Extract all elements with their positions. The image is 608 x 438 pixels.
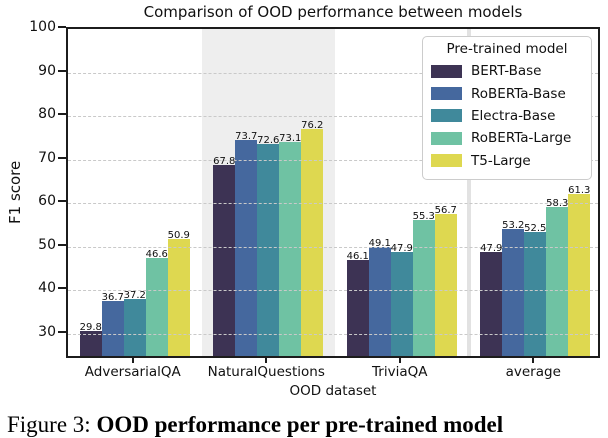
y-tick-mark (58, 200, 66, 203)
y-tick-mark (58, 26, 66, 28)
x-tick-label-triviaqa: TriviaQA (372, 364, 428, 380)
bar-t5-large-triviaqa (434, 213, 457, 356)
y-tick-label: 40 (38, 280, 56, 297)
legend-entry-bert-base: BERT-Base (431, 60, 583, 82)
legend-swatch-icon (431, 154, 462, 168)
x-axis-label: OOD dataset (289, 383, 377, 399)
legend-entry-label: RoBERTa-Base (471, 85, 566, 102)
y-tick-label: 90 (38, 62, 56, 79)
bar-value-label: 50.9 (167, 229, 190, 241)
y-tick-mark (58, 330, 66, 333)
bar-value-label: 36.7 (101, 291, 124, 303)
figure-caption-prefix: Figure 3: (7, 412, 91, 437)
bar-value-label: 55.3 (412, 210, 435, 222)
category-separator-line (466, 29, 471, 356)
legend-entry-electra-base: Electra-Base (431, 105, 583, 127)
gridline-y-30 (68, 333, 598, 335)
bar-roberta-base-average (502, 228, 525, 356)
gridline-y-40 (68, 290, 598, 292)
figure-caption: Figure 3: OOD performance per pre-traine… (7, 412, 608, 438)
y-tick-label: 70 (38, 149, 56, 166)
bar-electra-base-adversarialqa (123, 298, 146, 356)
bar-value-label: 37.2 (123, 289, 146, 301)
y-tick-mark (58, 113, 66, 116)
bar-value-label: 46.6 (145, 248, 168, 260)
x-tick-mark (532, 358, 535, 363)
bar-value-label: 73.1 (279, 133, 302, 145)
bar-t5-large-average (568, 193, 591, 356)
legend-swatch-icon (431, 64, 462, 78)
y-tick-mark (58, 69, 66, 72)
bar-electra-base-naturalquestions (257, 144, 280, 356)
x-tick-mark (398, 358, 401, 363)
bar-value-label: 76.2 (301, 119, 324, 131)
bar-value-label: 73.7 (235, 130, 258, 142)
bar-value-label: 56.7 (434, 204, 457, 216)
bar-value-label: 58.3 (546, 197, 569, 209)
bar-roberta-large-naturalquestions (279, 142, 302, 356)
y-tick-mark (58, 287, 66, 290)
y-tick-label: 100 (29, 19, 56, 35)
bar-value-label: 53.2 (502, 219, 525, 231)
bar-value-label: 47.9 (480, 242, 503, 254)
y-tick-mark (58, 156, 66, 159)
bar-bert-base-adversarialqa (79, 330, 102, 356)
y-tick-label: 80 (38, 106, 56, 123)
bar-value-label: 46.1 (346, 250, 369, 262)
x-tick-label-naturalquestions: NaturalQuestions (207, 364, 325, 380)
legend-swatch-icon (431, 131, 462, 145)
gridline-y-80 (68, 116, 598, 118)
gridline-y-90 (68, 72, 598, 74)
bar-bert-base-average (480, 251, 503, 356)
plot-area: Pre-trained model BERT-Base RoBERTa-Base E… (66, 27, 600, 358)
legend-entry-roberta-base: RoBERTa-Base (431, 82, 583, 104)
bar-electra-base-average (524, 231, 547, 356)
legend-entry-label: BERT-Base (471, 63, 542, 80)
bar-roberta-large-adversarialqa (145, 257, 168, 356)
bar-value-label: 61.3 (568, 184, 591, 196)
gridline-y-70 (68, 159, 598, 161)
legend-swatch-icon (431, 109, 462, 123)
bar-roberta-base-adversarialqa (101, 300, 124, 356)
y-tick-label: 50 (38, 236, 56, 253)
x-tick-mark (131, 358, 134, 363)
bar-value-label: 29.8 (79, 321, 102, 333)
bar-bert-base-triviaqa (346, 259, 369, 356)
x-tick-label-average: average (505, 364, 561, 380)
y-tick-mark (58, 243, 66, 246)
figure-caption-text: OOD performance per pre-trained model (96, 412, 504, 437)
chart-title: Comparison of OOD performance between mo… (143, 3, 523, 21)
bar-value-label: 49.1 (368, 237, 391, 249)
y-tick-label: 60 (38, 193, 56, 210)
legend-entry-label: RoBERTa-Large (471, 130, 572, 147)
legend-entry-roberta-large: RoBERTa-Large (431, 127, 583, 149)
legend-entry-t5-large: T5-Large (431, 150, 583, 172)
legend-entry-label: Electra-Base (471, 107, 556, 124)
gridline-y-60 (68, 203, 598, 205)
legend: Pre-trained model BERT-Base RoBERTa-Base E… (422, 36, 592, 180)
bar-roberta-base-triviaqa (368, 246, 391, 356)
bar-roberta-large-average (546, 206, 569, 356)
legend-title: Pre-trained model (446, 41, 568, 57)
bar-value-label: 47.9 (390, 242, 413, 254)
bar-t5-large-adversarialqa (167, 238, 190, 356)
bar-electra-base-triviaqa (390, 251, 413, 356)
bar-value-label: 72.6 (257, 135, 280, 147)
legend-entry-label: T5-Large (471, 152, 531, 169)
bar-roberta-large-triviaqa (412, 219, 435, 356)
bar-t5-large-naturalquestions (301, 128, 324, 356)
x-tick-label-adversarialqa: AdversarialQA (84, 364, 181, 380)
bar-value-label: 67.8 (213, 156, 236, 168)
y-tick-label: 30 (38, 323, 56, 340)
x-tick-mark (265, 358, 268, 363)
gridline-y-50 (68, 246, 598, 248)
bar-bert-base-naturalquestions (213, 165, 236, 356)
bar-value-label: 52.5 (524, 222, 547, 234)
bar-roberta-base-naturalquestions (235, 139, 258, 356)
legend-swatch-icon (431, 87, 462, 101)
